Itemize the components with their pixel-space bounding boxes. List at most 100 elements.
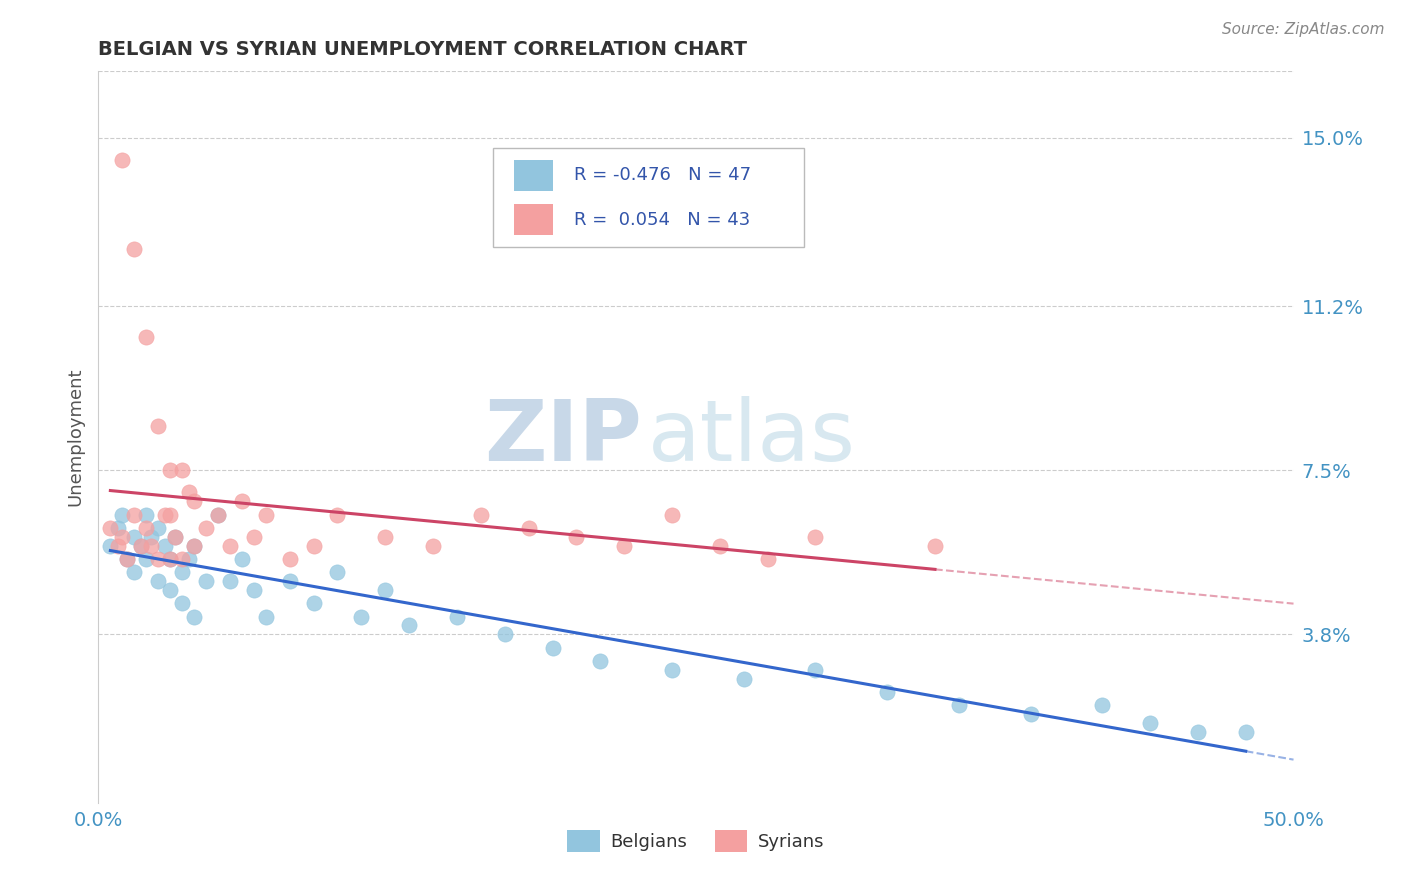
Point	[374, 530, 396, 544]
Text: R = -0.476   N = 47: R = -0.476 N = 47	[574, 166, 751, 185]
Point	[219, 539, 242, 553]
Point	[565, 530, 588, 544]
Point	[159, 463, 181, 477]
FancyBboxPatch shape	[515, 204, 553, 235]
Point	[326, 566, 349, 580]
Point	[661, 663, 683, 677]
Point	[948, 698, 970, 713]
Point	[326, 508, 349, 522]
Point	[494, 627, 516, 641]
Point	[124, 508, 146, 522]
Text: R =  0.054   N = 43: R = 0.054 N = 43	[574, 211, 751, 229]
Point	[107, 521, 129, 535]
Text: ZIP: ZIP	[485, 395, 643, 479]
Point	[350, 609, 373, 624]
Point	[111, 153, 134, 167]
Point	[231, 552, 253, 566]
Point	[254, 508, 277, 522]
Point	[470, 508, 492, 522]
Point	[876, 685, 898, 699]
Point	[179, 485, 201, 500]
Point	[422, 539, 444, 553]
Point	[243, 530, 266, 544]
Point	[183, 539, 205, 553]
Point	[1091, 698, 1114, 713]
Point	[589, 654, 612, 668]
Point	[302, 596, 325, 610]
Point	[139, 530, 162, 544]
Point	[195, 574, 218, 589]
Point	[159, 508, 181, 522]
Point	[1139, 716, 1161, 731]
Point	[111, 508, 134, 522]
Point	[131, 539, 153, 553]
Point	[172, 596, 194, 610]
Point	[115, 552, 138, 566]
Point	[804, 530, 827, 544]
Point	[804, 663, 827, 677]
Point	[172, 566, 194, 580]
Point	[446, 609, 468, 624]
Text: Source: ZipAtlas.com: Source: ZipAtlas.com	[1222, 22, 1385, 37]
Legend: Belgians, Syrians: Belgians, Syrians	[560, 823, 832, 860]
Point	[231, 494, 253, 508]
Point	[111, 530, 134, 544]
Point	[733, 672, 755, 686]
Point	[163, 530, 186, 544]
Point	[243, 582, 266, 597]
Point	[124, 566, 146, 580]
Point	[302, 539, 325, 553]
Point	[155, 508, 177, 522]
Point	[1187, 724, 1209, 739]
Point	[163, 530, 186, 544]
Point	[148, 419, 170, 434]
Point	[183, 494, 205, 508]
Point	[115, 552, 138, 566]
Point	[709, 539, 731, 553]
Point	[159, 582, 181, 597]
Point	[517, 521, 540, 535]
Point	[135, 521, 157, 535]
Point	[207, 508, 229, 522]
Point	[179, 552, 201, 566]
Point	[148, 574, 170, 589]
Point	[98, 521, 122, 535]
Point	[183, 609, 205, 624]
Point	[207, 508, 229, 522]
Point	[124, 242, 146, 256]
Point	[278, 552, 301, 566]
Point	[183, 539, 205, 553]
Text: atlas: atlas	[648, 395, 856, 479]
Point	[159, 552, 181, 566]
FancyBboxPatch shape	[494, 148, 804, 247]
Point	[278, 574, 301, 589]
Point	[148, 521, 170, 535]
Point	[398, 618, 420, 632]
Point	[131, 539, 153, 553]
Point	[135, 330, 157, 344]
Point	[135, 552, 157, 566]
Point	[124, 530, 146, 544]
FancyBboxPatch shape	[515, 160, 553, 191]
Point	[159, 552, 181, 566]
Point	[148, 552, 170, 566]
Point	[756, 552, 779, 566]
Point	[135, 508, 157, 522]
Point	[172, 463, 194, 477]
Point	[107, 539, 129, 553]
Point	[1234, 724, 1257, 739]
Point	[1019, 707, 1042, 722]
Point	[155, 539, 177, 553]
Point	[195, 521, 218, 535]
Point	[254, 609, 277, 624]
Point	[98, 539, 122, 553]
Point	[541, 640, 564, 655]
Point	[172, 552, 194, 566]
Y-axis label: Unemployment: Unemployment	[66, 368, 84, 507]
Point	[661, 508, 683, 522]
Point	[613, 539, 636, 553]
Point	[139, 539, 162, 553]
Text: BELGIAN VS SYRIAN UNEMPLOYMENT CORRELATION CHART: BELGIAN VS SYRIAN UNEMPLOYMENT CORRELATI…	[98, 39, 748, 59]
Point	[374, 582, 396, 597]
Point	[219, 574, 242, 589]
